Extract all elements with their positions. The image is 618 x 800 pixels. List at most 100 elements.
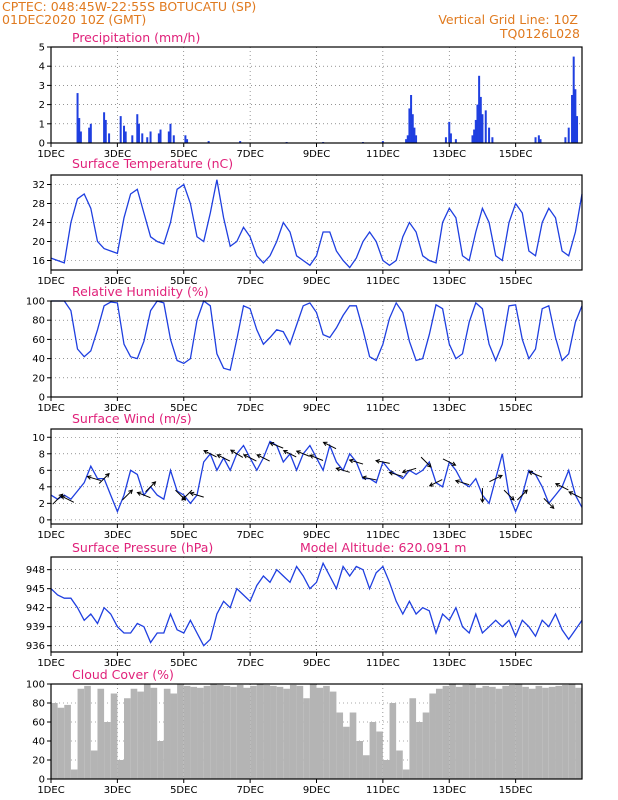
- precip-bar: [537, 135, 540, 143]
- wind-arrow-head: [454, 479, 460, 484]
- precip-xtick-label: 9DEC: [303, 149, 330, 160]
- precip-bar: [481, 114, 484, 143]
- temp-ytick-label: 32: [32, 180, 45, 191]
- precip-bar: [454, 139, 457, 143]
- wind-xtick-label: 5DEC: [170, 530, 197, 541]
- precip-ytick-label: 3: [39, 81, 45, 92]
- wind-arrow-shaft: [442, 458, 456, 466]
- cloud-area-column: [203, 685, 211, 779]
- pressure-ytick-label: 942: [26, 603, 45, 614]
- temp-xtick-label: 5DEC: [170, 276, 197, 287]
- pressure-xtick-label: 1DEC: [37, 658, 64, 669]
- wind-arrow-head: [181, 496, 187, 501]
- wind-arrow-shaft: [420, 456, 432, 468]
- precip-bar: [571, 95, 574, 143]
- cloud-area-column: [51, 703, 58, 779]
- precip-bar: [411, 114, 414, 143]
- cloud-area-column: [376, 731, 383, 779]
- temp-xtick-label: 15DEC: [499, 276, 533, 287]
- humidity-ytick-label: 40: [32, 354, 45, 365]
- wind-arrow-shaft: [349, 459, 364, 465]
- cloud-area-column: [110, 693, 118, 779]
- humidity-xtick-label: 1DEC: [37, 403, 64, 414]
- cloud-area-column: [343, 726, 350, 779]
- wind-xtick-label: 9DEC: [303, 530, 330, 541]
- wind-arrow-head: [216, 454, 222, 459]
- wind-arrow-head: [60, 495, 66, 500]
- precip-bar: [415, 135, 418, 143]
- cloud-ytick-label: 40: [32, 737, 45, 748]
- pressure-xtick-label: 15DEC: [499, 658, 533, 669]
- temp-line: [50, 179, 583, 269]
- precip-bar: [131, 135, 134, 143]
- wind-arrow-head: [256, 454, 262, 459]
- wind-arrow-head: [451, 461, 457, 466]
- wind-arrow-head: [568, 491, 574, 496]
- wind-xtick-label: 11DEC: [366, 530, 400, 541]
- wind-arrow-head: [480, 498, 485, 504]
- cloud-area-column: [356, 741, 363, 779]
- precip-bar: [119, 116, 122, 143]
- cloud-xtick-label: 13DEC: [432, 785, 466, 796]
- wind-arrow-head: [549, 504, 555, 510]
- precip-bar: [172, 135, 175, 143]
- precip-bar: [576, 116, 579, 143]
- precip-bar: [167, 131, 170, 143]
- wind-ytick-label: 10: [32, 433, 45, 444]
- wind-arrow-shaft: [269, 442, 284, 449]
- pressure-xtick-label: 13DEC: [432, 658, 466, 669]
- wind-arrow-shaft: [543, 498, 555, 509]
- cloud-area-column: [528, 688, 536, 779]
- humidity-xtick-label: 11DEC: [366, 403, 400, 414]
- precip-bar: [408, 108, 411, 143]
- wind-arrow-shaft: [336, 467, 350, 473]
- cloud-area-column: [190, 686, 198, 779]
- cloud-area-column: [303, 698, 310, 779]
- cloud-area-column: [270, 685, 277, 779]
- cloud-area-column: [336, 712, 344, 779]
- precip-bar: [567, 127, 570, 143]
- precip-bar: [78, 118, 81, 143]
- precip-bar: [169, 123, 172, 143]
- precip-ytick-label: 2: [39, 100, 45, 111]
- cloud-area-column: [157, 741, 164, 779]
- cloud-area-column: [535, 685, 543, 779]
- precip-bar: [103, 112, 106, 143]
- temp-ytick-label: 16: [32, 256, 45, 267]
- cloud-area-column: [197, 687, 204, 779]
- precip-bar: [381, 141, 384, 143]
- cloud-area-column: [263, 684, 271, 779]
- wind-arrow-head: [322, 441, 328, 446]
- cloud-area-column: [77, 688, 85, 779]
- temperature-panel: Surface Temperature (nC) 16 20 24 28 32 1DEC 3…: [32, 156, 583, 287]
- wind-arrow-head: [348, 458, 354, 464]
- precip-bar: [108, 133, 111, 143]
- cloud-xtick-label: 3DEC: [104, 785, 131, 796]
- precip-bar: [572, 56, 575, 143]
- wind-arrow-head: [295, 450, 301, 455]
- cloud-xtick-label: 11DEC: [366, 785, 400, 796]
- wind-arrow-shaft: [323, 441, 337, 450]
- precip-bar: [473, 129, 476, 143]
- temperature-title: Surface Temperature (nC): [72, 156, 233, 171]
- cloud-area-column: [243, 687, 251, 779]
- temp-xtick-label: 13DEC: [432, 276, 466, 287]
- cloud-area-column: [409, 698, 417, 779]
- wind-arrow-shaft: [402, 467, 417, 473]
- wind-arrow-head: [401, 469, 407, 474]
- wind-arrow-shaft: [243, 454, 257, 462]
- cloud-area-column: [495, 688, 503, 779]
- cloud-area-column: [382, 760, 390, 779]
- model-code: TQ0126L028: [499, 26, 580, 41]
- cloud-area-column: [236, 684, 244, 779]
- precip-bar: [124, 131, 127, 143]
- precip-bar: [157, 133, 160, 143]
- precip-xtick-label: 5DEC: [170, 149, 197, 160]
- cloud-area-column: [548, 686, 556, 779]
- cloud-area-column: [475, 687, 483, 779]
- wind-arrow-head: [361, 475, 367, 481]
- wind-arrow-head: [426, 463, 432, 468]
- pressure-ytick-label: 939: [26, 622, 45, 633]
- temp-xtick-label: 1DEC: [37, 276, 64, 287]
- humidity-xtick-label: 5DEC: [170, 403, 197, 414]
